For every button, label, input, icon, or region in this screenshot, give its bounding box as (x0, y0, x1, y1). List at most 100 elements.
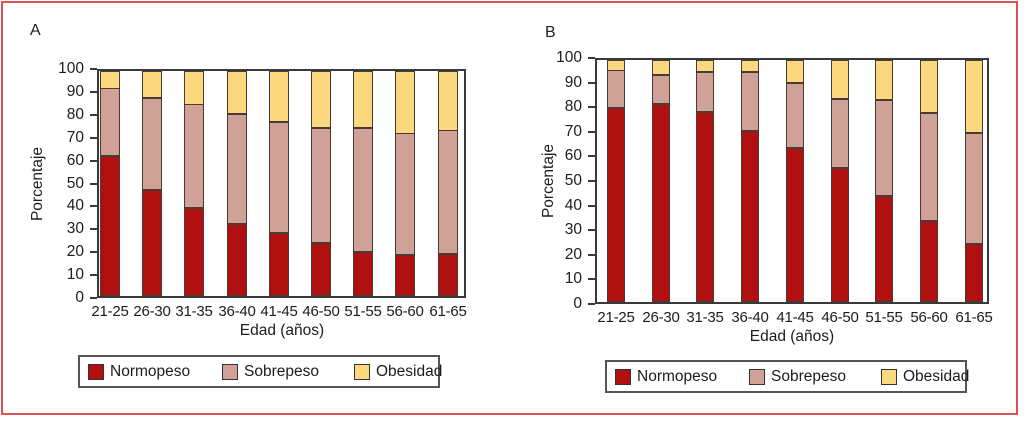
y-tick-label: 60 (564, 147, 582, 164)
bar-segment-normopeso (395, 255, 415, 296)
bar-segment-sobrepeso (395, 133, 415, 255)
x-tick-label: 41-45 (776, 309, 814, 326)
y-tick-label: 50 (564, 172, 582, 189)
bar-segment-normopeso (438, 254, 458, 296)
y-tick-label: 90 (66, 83, 84, 100)
y-tick-mark (588, 131, 595, 133)
bar-segment-obesidad (652, 60, 670, 75)
legend-label-obesidad: Obesidad (903, 368, 970, 385)
x-tick-label: 21-25 (91, 303, 129, 320)
bar-segment-obesidad (920, 60, 938, 113)
bar-segment-sobrepeso (438, 130, 458, 254)
x-tick-label: 21-25 (597, 309, 635, 326)
x-tick-label: 46-50 (302, 303, 340, 320)
x-tick-label: 56-60 (386, 303, 424, 320)
y-tick-label: 0 (75, 289, 84, 306)
plot-area-a (97, 69, 466, 298)
y-tick-label: 100 (58, 60, 84, 77)
y-tick-mark (90, 228, 97, 230)
bar-segment-normopeso (100, 156, 120, 296)
bar-segment-normopeso (353, 252, 373, 296)
bar-segment-normopeso (652, 104, 670, 302)
legend-swatch-obesidad (881, 369, 897, 385)
bar-segment-sobrepeso (786, 83, 804, 148)
bar-segment-normopeso (920, 221, 938, 302)
bar-segment-sobrepeso (269, 122, 289, 233)
y-tick-label: 100 (556, 49, 582, 66)
bar-segment-sobrepeso (311, 128, 331, 243)
bar-segment-obesidad (741, 60, 759, 72)
y-tick-label: 70 (66, 129, 84, 146)
x-axis-title-b: Edad (años) (749, 328, 835, 345)
bar-segment-normopeso (875, 196, 893, 302)
y-tick-label: 90 (564, 74, 582, 91)
bar-segment-obesidad (100, 71, 120, 89)
y-tick-label: 40 (66, 197, 84, 214)
bar-segment-sobrepeso (652, 75, 670, 104)
y-tick-label: 30 (66, 220, 84, 237)
bar-segment-obesidad (786, 60, 804, 83)
x-tick-label: 51-55 (865, 309, 903, 326)
bar-segment-normopeso (184, 208, 204, 296)
bar-segment-obesidad (395, 71, 415, 134)
y-tick-label: 20 (66, 243, 84, 260)
bar-segment-normopeso (696, 112, 714, 302)
y-tick-mark (90, 183, 97, 185)
bar-segment-obesidad (184, 71, 204, 105)
x-tick-label: 36-40 (218, 303, 256, 320)
y-tick-mark (588, 278, 595, 280)
plot-area-b (595, 58, 989, 304)
bar-segment-obesidad (696, 60, 714, 72)
bar-segment-sobrepeso (142, 98, 162, 190)
bar-segment-sobrepeso (607, 70, 625, 108)
y-tick-mark (90, 91, 97, 93)
x-tick-label: 31-35 (175, 303, 213, 320)
x-tick-label: 61-65 (955, 309, 993, 326)
legend-swatch-normopeso (88, 364, 104, 380)
y-tick-label: 70 (564, 123, 582, 140)
y-tick-mark (90, 251, 97, 253)
x-tick-label: 56-60 (910, 309, 948, 326)
y-tick-label: 40 (564, 197, 582, 214)
bar-segment-obesidad (831, 60, 849, 99)
bar-segment-normopeso (227, 224, 247, 296)
y-tick-label: 30 (564, 221, 582, 238)
y-tick-mark (588, 57, 595, 59)
legend-swatch-sobrepeso (222, 364, 238, 380)
y-tick-label: 50 (66, 175, 84, 192)
legend-a: Normopeso Sobrepeso Obesidad (78, 355, 442, 388)
y-tick-mark (588, 155, 595, 157)
y-tick-mark (588, 303, 595, 305)
y-tick-mark (90, 274, 97, 276)
y-tick-mark (90, 68, 97, 70)
x-tick-label: 26-30 (133, 303, 171, 320)
legend-swatch-obesidad (354, 364, 370, 380)
legend-label-sobrepeso: Sobrepeso (244, 363, 319, 380)
y-tick-mark (588, 254, 595, 256)
bar-segment-sobrepeso (696, 72, 714, 112)
x-tick-label: 51-55 (344, 303, 382, 320)
bar-segment-sobrepeso (920, 113, 938, 221)
y-tick-label: 60 (66, 152, 84, 169)
x-tick-label: 36-40 (731, 309, 769, 326)
x-tick-label: 31-35 (686, 309, 724, 326)
bar-segment-normopeso (786, 148, 804, 302)
x-tick-label: 41-45 (260, 303, 298, 320)
bar-segment-sobrepeso (741, 72, 759, 131)
y-tick-label: 20 (564, 246, 582, 263)
bar-segment-normopeso (311, 243, 331, 296)
legend-label-normopeso: Normopeso (637, 368, 718, 385)
y-tick-label: 80 (564, 98, 582, 115)
bar-segment-sobrepeso (831, 99, 849, 168)
y-tick-mark (588, 106, 595, 108)
legend-label-sobrepeso: Sobrepeso (771, 368, 846, 385)
legend-swatch-sobrepeso (749, 369, 765, 385)
panel-label-a: A (30, 22, 41, 39)
bar-segment-obesidad (269, 71, 289, 122)
bar-segment-sobrepeso (227, 114, 247, 224)
bar-segment-normopeso (831, 168, 849, 302)
legend-b: Normopeso Sobrepeso Obesidad (605, 360, 970, 393)
bar-segment-obesidad (142, 71, 162, 98)
bar-segment-obesidad (227, 71, 247, 114)
y-tick-mark (90, 114, 97, 116)
